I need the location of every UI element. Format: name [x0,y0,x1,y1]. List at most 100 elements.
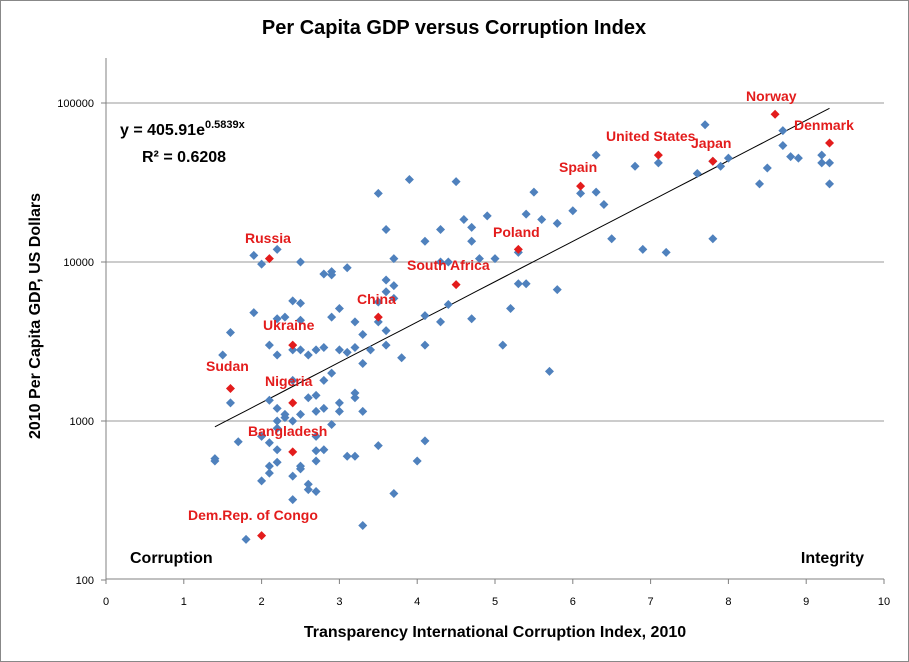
x-tick-label: 1 [181,596,187,608]
corner-label-integrity: Integrity [801,550,864,567]
data-point [358,406,368,416]
data-point [218,350,228,360]
trendline [214,107,830,428]
country-label: Japan [691,135,731,151]
y-tick-label: 10000 [63,257,94,269]
highlight-point [576,181,586,191]
data-point [225,328,235,338]
data-point [404,175,414,185]
data-point [288,416,298,426]
data-point [529,187,539,197]
country-label: Sudan [206,358,249,374]
data-point [319,375,329,385]
data-point [288,345,298,355]
highlight-points [225,109,835,541]
trendline-group [214,107,830,428]
data-point [342,263,352,273]
highlight-point [451,280,461,290]
data-point [241,534,251,544]
x-tick-label: 8 [725,596,731,608]
highlight-point [513,244,523,254]
data-point [443,300,453,310]
data-point [451,177,461,187]
data-point [607,234,617,244]
data-point [327,420,337,430]
data-point [373,441,383,451]
data-point [288,495,298,505]
country-label: Spain [559,159,597,175]
trend-r-squared: R² = 0.6208 [142,149,226,166]
data-point [311,446,321,456]
data-point [342,347,352,357]
data-point [296,409,305,419]
data-point [296,464,305,474]
data-point [552,285,562,295]
data-point [272,350,282,360]
data-point [420,340,430,350]
data-point [257,259,267,269]
trend-equation: y = 405.91e0.5839x [120,119,246,139]
y-tick-label: 1000 [70,416,94,428]
country-label: Nigeria [265,373,313,389]
data-point [327,368,337,378]
data-point [373,188,383,198]
data-point [825,179,835,189]
data-point [296,298,305,308]
data-point [272,423,282,433]
data-point [311,456,321,466]
data-point [373,317,383,327]
data-point [358,358,368,368]
x-tick-label: 5 [492,596,498,608]
data-point [272,244,282,254]
data-point [264,395,274,405]
data-point [311,406,321,416]
data-point [272,403,282,413]
y-tick-labels: 100 1000 10000 100000 [57,98,94,587]
highlight-point [225,384,235,394]
data-point [443,257,453,267]
highlight-point [257,531,267,541]
data-point [272,314,282,324]
country-label: Russia [245,230,291,246]
data-point [817,150,827,160]
data-point [474,254,484,264]
x-tick-label: 3 [336,596,342,608]
data-point [521,209,531,219]
data-point [459,215,469,225]
country-label: Norway [746,88,797,104]
data-point [552,218,562,228]
data-point [778,126,788,136]
data-point [264,461,274,471]
data-point [311,487,321,497]
data-point [264,340,274,350]
data-point [817,158,827,168]
chart-title: Per Capita GDP versus Corruption Index [262,17,646,39]
data-point [397,353,407,363]
highlight-point [373,312,383,322]
data-point [280,312,290,322]
y-tick-label: 100000 [57,98,94,110]
data-point [272,457,282,467]
data-point [490,254,500,264]
data-point [467,314,477,324]
data-point [296,345,305,355]
data-point [334,398,344,408]
data-point [692,169,702,179]
data-point [296,315,305,325]
data-point [755,179,765,189]
data-point [350,393,360,403]
data-point [630,161,640,171]
data-point [303,479,313,489]
x-tick-label: 7 [648,596,654,608]
data-point [716,161,726,171]
x-tick-label: 0 [103,596,109,608]
data-point [661,247,671,257]
data-point [319,269,329,279]
country-label: South Africa [407,257,490,273]
highlight-point [653,150,663,160]
trend-equation-main: y = 405.91e [120,122,205,139]
data-point [358,521,368,531]
data-point [350,388,360,398]
data-point [576,188,586,198]
